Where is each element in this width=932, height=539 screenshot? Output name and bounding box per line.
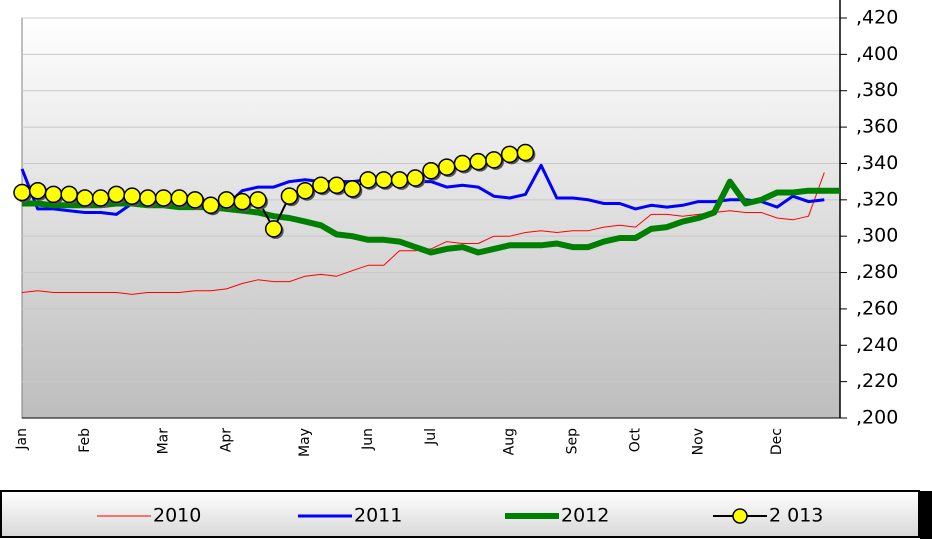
marker	[406, 169, 425, 187]
marker	[516, 143, 535, 162]
x-tick-label: Apr	[219, 428, 235, 452]
x-tick-label: Jul	[423, 428, 439, 446]
y-tick-label: ,220	[856, 370, 898, 392]
x-tick-label: Oct	[628, 428, 644, 453]
marker	[500, 145, 519, 164]
marker	[217, 191, 236, 209]
marker	[76, 189, 94, 207]
legend-marker	[732, 508, 748, 524]
legend-shadow	[920, 491, 932, 539]
series-line	[22, 178, 840, 256]
legend-label: 2011	[354, 505, 402, 527]
x-tick-label: Feb	[77, 428, 93, 453]
marker	[453, 154, 472, 173]
y-tick-label: ,320	[856, 188, 898, 210]
legend-label: 2012	[561, 505, 609, 527]
x-tick-label: Aug	[502, 428, 518, 455]
x-tick-label: Dec	[769, 428, 785, 455]
marker	[280, 187, 299, 205]
y-tick-label: ,260	[856, 297, 898, 319]
marker	[139, 189, 157, 207]
marker	[437, 158, 456, 176]
x-tick-label: Nov	[690, 428, 706, 455]
marker	[107, 185, 126, 204]
marker	[359, 171, 377, 189]
marker	[327, 176, 346, 195]
x-tick-label: Mar	[156, 428, 172, 455]
marker	[264, 220, 283, 238]
marker	[296, 181, 314, 200]
marker	[233, 192, 251, 211]
marker	[123, 187, 141, 205]
y-tick-label: ,240	[856, 334, 898, 356]
marker	[186, 191, 204, 209]
plot-area	[21, 17, 841, 419]
y-tick-label: ,200	[856, 407, 898, 429]
marker	[44, 185, 63, 204]
marker	[390, 171, 409, 189]
y-tick-label: ,300	[856, 225, 898, 247]
y-tick-label: ,340	[856, 152, 898, 174]
marker	[249, 191, 267, 209]
x-tick-label: May	[297, 428, 313, 457]
marker	[13, 183, 31, 202]
x-tick-label: Sep	[565, 428, 581, 455]
marker	[485, 151, 503, 169]
marker	[170, 189, 189, 207]
x-tick-label: Jan	[14, 428, 30, 451]
y-tick-label: ,360	[856, 116, 898, 138]
marker	[312, 176, 330, 195]
y-tick-label: ,280	[856, 261, 898, 283]
legend-label: 2 013	[769, 505, 823, 527]
x-tick-label: Jun	[360, 428, 376, 451]
marker	[28, 181, 47, 200]
y-tick-label: ,400	[856, 43, 898, 65]
marker	[202, 196, 220, 215]
marker	[469, 152, 487, 171]
y-tick-label: ,420	[856, 7, 898, 29]
legend-label: 2010	[153, 505, 201, 527]
marker	[343, 180, 362, 198]
legend-box	[0, 490, 920, 538]
marker	[60, 185, 78, 204]
marker	[375, 171, 393, 189]
y-tick-label: ,380	[856, 79, 898, 101]
marker	[422, 161, 440, 180]
marker	[91, 189, 110, 207]
marker	[154, 189, 173, 207]
